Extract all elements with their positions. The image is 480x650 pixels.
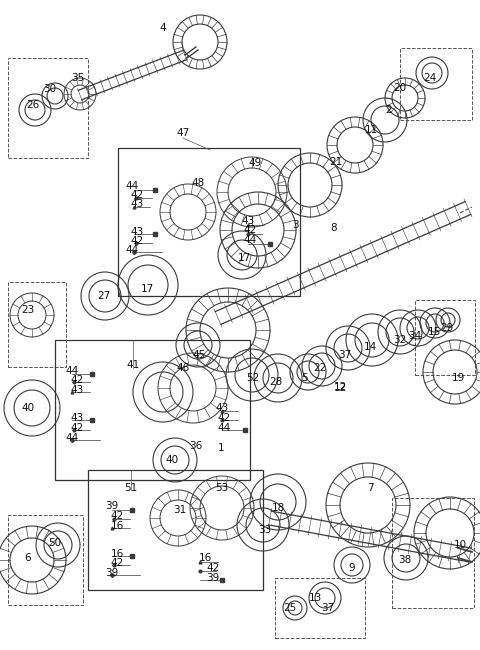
Text: 42: 42 (110, 511, 124, 521)
Text: 39: 39 (106, 568, 119, 578)
Text: 48: 48 (192, 178, 204, 188)
Text: 36: 36 (190, 441, 203, 451)
Text: 6: 6 (24, 553, 31, 563)
Text: 30: 30 (43, 84, 57, 94)
Text: 13: 13 (308, 593, 322, 603)
Bar (118, 148, 300, 296)
Text: 51: 51 (124, 483, 138, 493)
Text: 25: 25 (283, 603, 297, 613)
Text: 42: 42 (110, 558, 124, 568)
Text: 26: 26 (26, 100, 40, 110)
Text: 19: 19 (451, 373, 465, 383)
Text: 43: 43 (216, 403, 228, 413)
Text: 7: 7 (367, 483, 373, 493)
Text: 42: 42 (243, 225, 257, 235)
Text: 42: 42 (206, 563, 220, 573)
Text: 22: 22 (313, 363, 326, 373)
Text: 47: 47 (176, 128, 190, 138)
Bar (275, 578, 365, 638)
Text: 12: 12 (334, 382, 347, 392)
Text: 33: 33 (258, 525, 272, 535)
Text: 11: 11 (364, 125, 378, 135)
Text: 39: 39 (106, 501, 119, 511)
Text: 38: 38 (398, 555, 412, 565)
Text: 2: 2 (386, 105, 392, 115)
Text: 43: 43 (71, 385, 84, 395)
Text: 44: 44 (65, 366, 79, 376)
Text: 27: 27 (97, 291, 110, 301)
Text: 20: 20 (394, 83, 407, 93)
Text: 14: 14 (363, 342, 377, 352)
Bar (8, 282, 66, 367)
Text: 21: 21 (329, 157, 343, 167)
Text: 16: 16 (110, 521, 124, 531)
Text: 39: 39 (206, 573, 220, 583)
Bar (55, 340, 250, 480)
Text: 43: 43 (131, 199, 144, 209)
Text: 40: 40 (166, 455, 179, 465)
Text: 34: 34 (408, 331, 421, 341)
Text: 23: 23 (22, 305, 35, 315)
Text: 42: 42 (217, 413, 230, 423)
Text: 43: 43 (131, 227, 144, 237)
Text: 31: 31 (173, 505, 187, 515)
Text: 45: 45 (192, 350, 205, 360)
Text: 32: 32 (394, 335, 407, 345)
Text: 44: 44 (217, 423, 230, 433)
Bar (88, 470, 263, 590)
Text: 4: 4 (160, 23, 166, 33)
Text: 1: 1 (218, 443, 224, 453)
Text: 41: 41 (126, 360, 140, 370)
Text: 42: 42 (131, 236, 144, 246)
Text: 43: 43 (71, 413, 84, 423)
Text: 8: 8 (331, 223, 337, 233)
Text: 10: 10 (454, 540, 467, 550)
Text: 42: 42 (71, 423, 84, 433)
Text: 53: 53 (216, 483, 228, 493)
Text: 42: 42 (131, 190, 144, 200)
Text: 17: 17 (140, 284, 154, 294)
Text: 24: 24 (423, 73, 437, 83)
Bar (392, 498, 474, 608)
Text: 49: 49 (248, 158, 262, 168)
Text: 52: 52 (246, 373, 260, 383)
Text: 16: 16 (110, 549, 124, 559)
Text: 12: 12 (334, 383, 347, 393)
Bar (415, 300, 475, 375)
Text: 44: 44 (243, 235, 257, 245)
Text: 37: 37 (338, 350, 352, 360)
Text: 50: 50 (48, 538, 61, 548)
Bar (8, 515, 83, 605)
Text: 44: 44 (125, 181, 139, 191)
Text: 44: 44 (125, 245, 139, 255)
Text: 35: 35 (72, 73, 84, 83)
Text: 9: 9 (348, 563, 355, 573)
Text: 15: 15 (427, 327, 441, 337)
Text: 28: 28 (269, 377, 283, 387)
Text: 40: 40 (22, 403, 35, 413)
Text: 3: 3 (292, 220, 298, 230)
Text: 16: 16 (198, 553, 212, 563)
Text: 37: 37 (322, 603, 335, 613)
Text: 42: 42 (71, 375, 84, 385)
Text: 44: 44 (65, 433, 79, 443)
Bar (400, 48, 472, 120)
Text: 29: 29 (440, 323, 454, 333)
Text: 46: 46 (176, 363, 190, 373)
Text: 18: 18 (271, 503, 285, 513)
Text: 43: 43 (241, 216, 254, 226)
Bar (8, 58, 88, 158)
Text: 5: 5 (302, 373, 308, 383)
Text: 17: 17 (238, 253, 251, 263)
